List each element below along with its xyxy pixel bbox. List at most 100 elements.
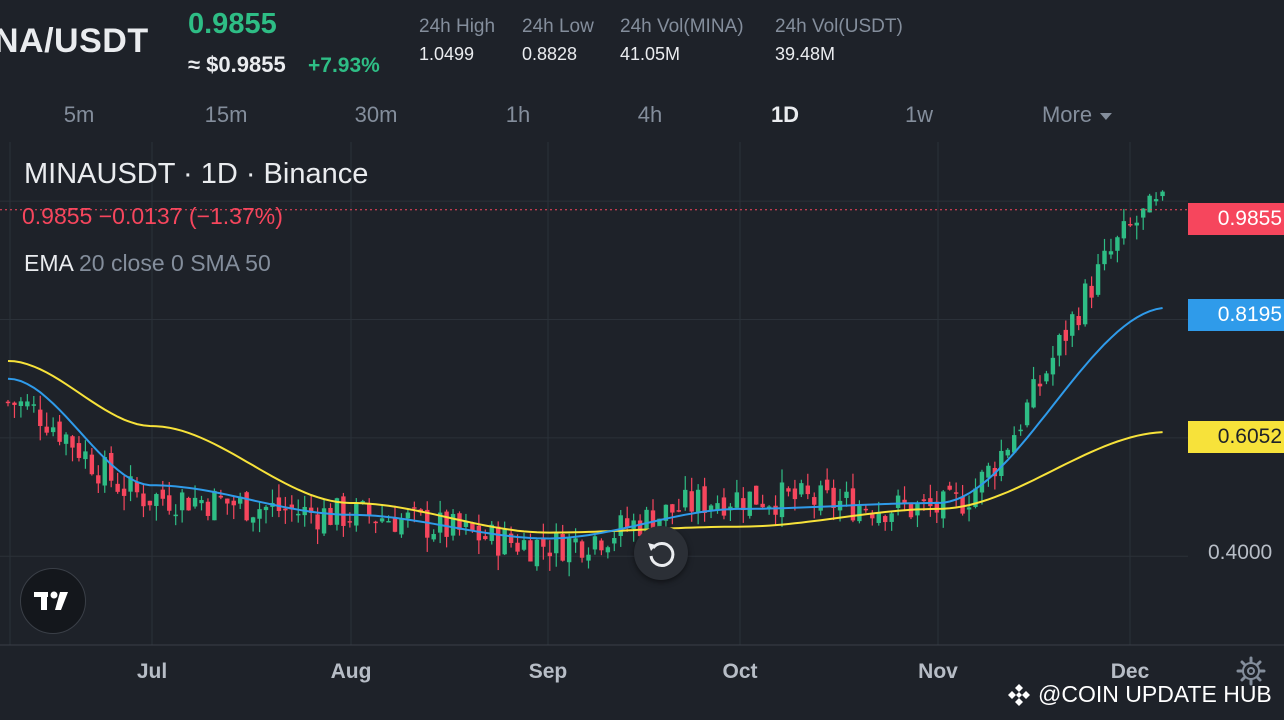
candle-body (683, 489, 688, 508)
candle-body (1070, 314, 1075, 336)
candle-body (470, 523, 475, 531)
candle-body (134, 481, 140, 493)
candle-body (1134, 222, 1139, 226)
settings-gear-icon[interactable] (1236, 656, 1266, 686)
candles (5, 190, 1165, 577)
candle-body (1018, 429, 1023, 432)
candle-body (1057, 334, 1062, 356)
candle-body (296, 513, 301, 516)
candle-body (786, 488, 791, 492)
candle-body (670, 504, 675, 513)
candle-body (12, 402, 17, 405)
stat-label: 24h Low (522, 16, 594, 37)
tab-1w[interactable]: 1w (904, 102, 934, 127)
candle-body (225, 498, 230, 504)
candle-body (889, 513, 894, 522)
stat-label: 24h Vol(USDT) (775, 16, 903, 37)
candle-body (1095, 264, 1101, 295)
indicator-params: 20 close 0 SMA 50 (78, 250, 271, 276)
watermark: @COIN UPDATE HUB (1006, 681, 1272, 708)
candle-body (1044, 373, 1049, 382)
candle-body (1160, 191, 1165, 197)
candle-body (315, 514, 320, 530)
candle-body (515, 542, 520, 552)
indicator-name: EMA (24, 250, 73, 276)
candle-body (902, 499, 907, 504)
price-chart[interactable] (0, 142, 1284, 720)
candle-body (57, 421, 62, 442)
candle-body (766, 506, 772, 509)
month-label-oct: Oct (722, 660, 758, 683)
month-label-dec: Dec (1110, 660, 1150, 683)
candle-body (1089, 285, 1094, 298)
candlestick-chart[interactable] (0, 142, 1284, 720)
candle-body (154, 494, 159, 506)
candle-body (870, 514, 875, 519)
tab-1h[interactable]: 1h (505, 102, 531, 127)
candle-body (1012, 435, 1017, 453)
candle-body (425, 509, 430, 538)
candle-body (392, 518, 398, 532)
stat-value: 1.0499 (419, 44, 475, 64)
candle-body (238, 496, 243, 504)
candle-body (1024, 402, 1030, 426)
pair-title[interactable]: NA/USDT (0, 22, 149, 60)
tab-15m[interactable]: 15m (204, 102, 248, 127)
candle-body (941, 491, 946, 519)
price-axis-label: 0.4000 (1208, 541, 1273, 564)
candle-body (328, 507, 333, 525)
candle-body (605, 547, 611, 553)
tab-1d[interactable]: 1D (770, 102, 800, 127)
candle-body (521, 540, 527, 550)
tab-30m[interactable]: 30m (354, 102, 398, 127)
candle-body (560, 534, 565, 561)
tradingview-logo-icon[interactable] (20, 568, 86, 634)
chart-legend-ohlc: 0.9855 −0.0137 (−1.37%) (22, 203, 283, 229)
candle-body (779, 482, 785, 518)
candle-body (1147, 195, 1152, 213)
candle-body (1082, 283, 1088, 325)
candle-body (399, 518, 404, 535)
candle-body (953, 492, 959, 494)
candle-body (186, 497, 191, 511)
candle-body (476, 525, 482, 541)
tab-5m[interactable]: 5m (63, 102, 95, 127)
candle-body (999, 450, 1004, 477)
candle-body (212, 490, 217, 521)
candle-body (1108, 251, 1114, 255)
tab-4h[interactable]: 4h (637, 102, 663, 127)
candle-body (934, 501, 939, 513)
candle-body (289, 504, 294, 510)
candle-body (463, 521, 469, 527)
tab-more[interactable]: More (1042, 102, 1113, 128)
candle-body (947, 485, 952, 490)
ema-price-tag-label: 0.8195 (1217, 303, 1282, 326)
candle-body (857, 505, 862, 522)
candle-body (747, 491, 752, 516)
replay-button[interactable] (634, 526, 688, 580)
candle-body (960, 496, 965, 514)
candle-body (199, 500, 204, 504)
candle-body (115, 483, 120, 492)
chart-legend-indicator[interactable]: EMA 20 close 0 SMA 50 (24, 250, 271, 277)
candle-body (1037, 383, 1043, 387)
stat-value: 39.48M (775, 44, 836, 64)
candle-body (895, 495, 901, 508)
candle-body (547, 552, 552, 557)
candle-body (308, 507, 314, 513)
candle-body (244, 492, 249, 521)
candle-body (50, 427, 56, 433)
candle-body (341, 496, 346, 526)
candle-body (173, 514, 178, 517)
candle-body (792, 488, 798, 500)
candle-body (83, 451, 88, 460)
candle-body (263, 506, 269, 511)
candle-body (102, 457, 107, 486)
candle-body (483, 536, 488, 540)
price-change-percent: +7.93% (308, 54, 380, 77)
candle-body (534, 539, 540, 567)
candle-body (979, 471, 985, 493)
candle-body (863, 508, 869, 511)
candle-body (231, 500, 236, 506)
candle-body (373, 521, 378, 524)
